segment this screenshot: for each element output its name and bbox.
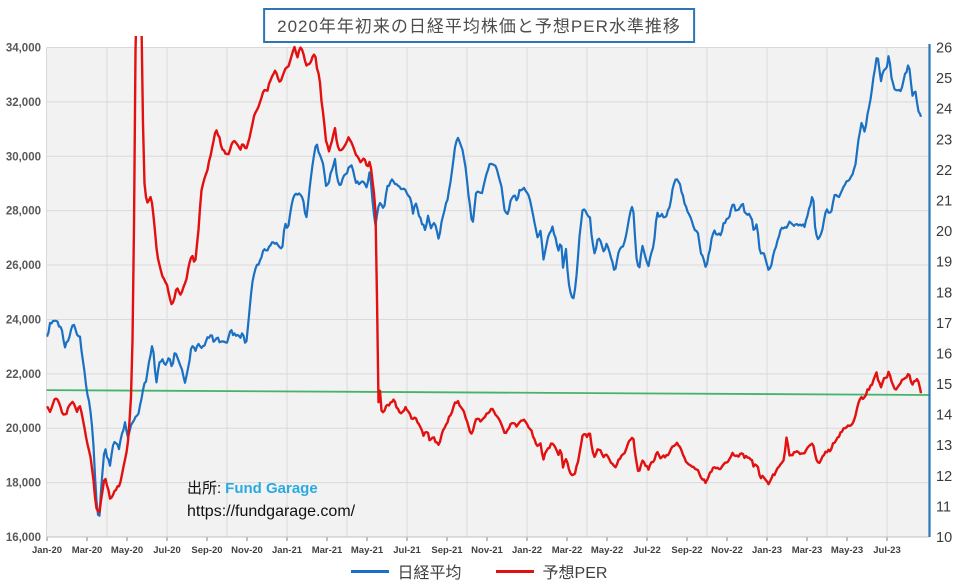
x-tick-label: May-21 [351,545,384,556]
series-line-reference [46,389,929,396]
legend-label-nikkei: 日経平均 [397,565,462,582]
y-left-tick-label: 32,000 [6,97,41,109]
y-right-tick-label: 26 [936,41,952,57]
y-left-tick-label: 24,000 [6,314,41,326]
source-label: 出所: [187,480,222,497]
source-note: 出所: Fund Garage https://fundgarage.com/ [187,477,355,521]
y-right-tick-label: 10 [936,530,952,546]
title-box: 2020年年初来の日経平均株価と予想PER水準推移 [263,8,695,43]
x-tick-label: Mar-20 [72,545,103,556]
x-tick-label: May-22 [591,545,623,556]
y-right-tick-label: 13 [936,438,952,454]
x-tick-label: Jan-22 [512,545,542,556]
x-tick-label: May-23 [831,545,863,556]
series-line-per [46,36,923,514]
legend-item-per: 予想PER [495,559,608,583]
x-tick-label: Nov-21 [471,545,503,556]
x-tick-label: Mar-23 [792,545,823,556]
y-left-tick-label: 16,000 [6,532,41,544]
legend: 日経平均 予想PER [0,559,958,583]
plot-area [46,47,929,537]
x-tick-label: Sep-21 [431,545,463,556]
y-right-tick-label: 20 [936,224,952,240]
x-tick-label: Jul-20 [153,545,180,556]
series-line-nikkei [46,55,923,517]
y-left-tick-label: 30,000 [6,151,41,163]
y-right-tick-label: 18 [936,285,952,301]
x-tick-label: Jul-22 [633,545,660,556]
y-left-tick-label: 22,000 [6,369,41,381]
y-right-tick-label: 12 [936,469,952,485]
nikkei-line-swatch-icon [350,569,389,573]
y-left-tick-label: 18,000 [6,478,41,490]
x-tick-label: Jan-21 [272,545,303,556]
legend-label-per: 予想PER [542,565,608,582]
page-title: 2020年年初来の日経平均株価と予想PER水準推移 [277,17,681,36]
y-right-tick-label: 19 [936,255,952,271]
legend-item-nikkei: 日経平均 [350,559,462,583]
source-name: Fund Garage [225,480,318,497]
x-tick-label: May-20 [111,545,143,556]
x-tick-label: Mar-22 [552,545,583,556]
y-right-tick-label: 17 [936,316,952,332]
y-left-tick-label: 28,000 [6,206,41,218]
x-tick-label: Jan-23 [752,545,782,556]
x-tick-label: Sep-22 [671,545,702,556]
y-right-tick-label: 22 [936,163,952,179]
y-right-tick-label: 11 [936,499,951,515]
x-tick-label: Nov-22 [711,545,743,556]
y-right-tick-label: 15 [936,377,952,393]
y-right-tick-label: 16 [936,346,952,362]
y-right-tick-label: 14 [936,408,952,424]
y-left-tick-label: 20,000 [6,423,41,435]
y-left-tick-label: 26,000 [6,260,41,272]
x-tick-label: Sep-20 [191,545,222,556]
y-right-tick-label: 25 [936,71,952,87]
y-right-tick-label: 24 [936,102,952,118]
y-left-tick-label: 34,000 [6,43,41,55]
x-tick-label: Jan-20 [32,545,62,556]
source-url: https://fundgarage.com/ [187,503,356,520]
x-tick-label: Jul-23 [873,545,900,556]
per-line-swatch-icon [495,569,534,573]
x-tick-label: Mar-21 [312,545,343,556]
x-tick-label: Jul-21 [393,545,421,556]
y-right-tick-label: 23 [936,132,952,148]
x-tick-label: Nov-20 [231,545,263,556]
y-right-tick-label: 21 [936,193,952,209]
